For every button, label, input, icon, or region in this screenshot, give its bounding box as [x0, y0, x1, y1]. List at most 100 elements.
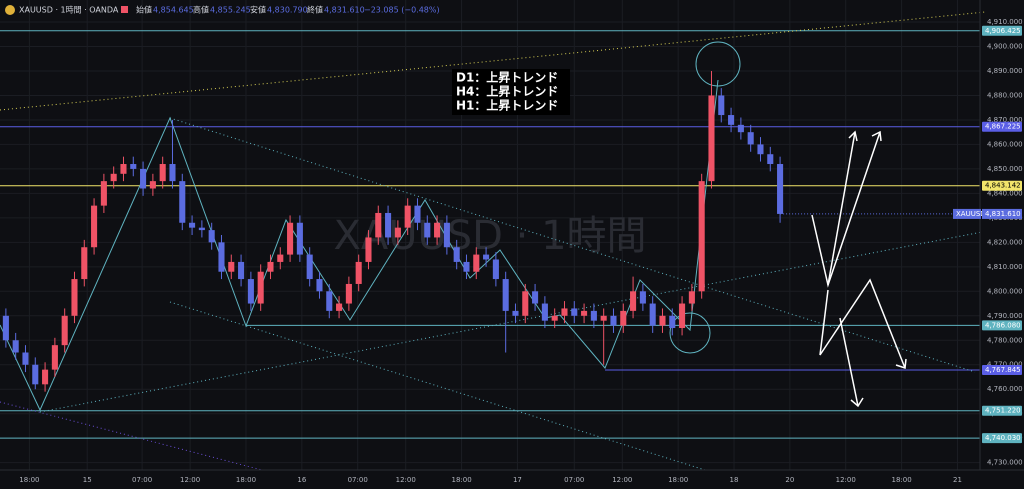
- candle-body: [620, 310, 627, 326]
- candle-body: [600, 315, 607, 321]
- candle-body: [688, 291, 695, 304]
- candle-body: [149, 181, 156, 189]
- y-tick-label: 4,760.000: [987, 385, 1023, 393]
- candle-body: [502, 279, 509, 311]
- symbol-icon: [5, 5, 15, 15]
- candle-body: [541, 303, 548, 321]
- candle-body: [708, 95, 715, 182]
- candle-body: [277, 254, 284, 262]
- highlight-circle: [695, 41, 741, 87]
- stat-label: 終値: [307, 5, 323, 15]
- level-label: 4,843.142: [985, 182, 1021, 190]
- trend-line: [169, 117, 976, 373]
- candle-body: [767, 154, 774, 165]
- candle-body: [189, 222, 196, 228]
- stat-value: 4,830.790: [267, 6, 308, 15]
- candle-body: [630, 291, 637, 311]
- candle-body: [747, 132, 754, 145]
- x-tick-label: 18:00: [19, 476, 39, 484]
- candle-body: [649, 303, 656, 326]
- annotation: H1：上昇トレンド: [456, 98, 558, 113]
- forecast-arrows: [811, 130, 907, 408]
- candle-body: [326, 291, 333, 311]
- stat-label: 高値: [193, 5, 209, 15]
- current-price-label-bg: [982, 208, 1022, 219]
- x-tick-label: 12:00: [612, 476, 632, 484]
- candle-body: [404, 205, 411, 228]
- x-tick-label: 18:00: [892, 476, 912, 484]
- x-tick-label: 17: [513, 476, 522, 484]
- candle-body: [492, 259, 499, 280]
- x-tick-label: 07:00: [348, 476, 368, 484]
- candle-body: [179, 181, 186, 223]
- candle-body: [306, 254, 313, 280]
- candle-body: [140, 168, 147, 189]
- level-label-bg: [982, 320, 1022, 331]
- levels: [0, 30, 980, 439]
- candle-body: [728, 115, 735, 125]
- candle-body: [561, 308, 568, 316]
- candle-body: [355, 261, 362, 284]
- stat-value: 4,831.610: [324, 6, 365, 15]
- candle-body: [110, 173, 117, 182]
- candle-body: [81, 247, 88, 280]
- level-label-bg: [982, 365, 1022, 376]
- candle-body: [296, 222, 303, 255]
- y-tick-label: 4,780.000: [987, 336, 1023, 344]
- level-label: 4,740.030: [985, 434, 1021, 442]
- header: XAUUSD · 1時間 · OANDA 始値 4,854.645 高値 4,855.…: [5, 5, 440, 15]
- level-label-bg: [982, 433, 1022, 444]
- level-label-bg: [982, 180, 1022, 191]
- arrow: [827, 131, 856, 286]
- highlight-circle: [669, 312, 711, 354]
- candle-body: [571, 308, 578, 316]
- level-label-bg: [982, 121, 1022, 132]
- candle-body: [169, 164, 176, 182]
- axes: 4,730.0004,740.0004,750.0004,760.0004,77…: [19, 18, 1022, 484]
- trend-line: [169, 301, 706, 471]
- y-tick-label: 4,870.000: [987, 116, 1023, 124]
- candle-body: [532, 291, 539, 304]
- candle-body: [669, 315, 676, 329]
- candle-body: [100, 181, 107, 206]
- candle-body: [394, 227, 401, 238]
- candle-body: [590, 310, 597, 321]
- stat-label: 始値: [136, 5, 152, 15]
- arrow-head: [848, 130, 858, 142]
- candle-body: [424, 222, 431, 238]
- candle-body: [91, 205, 98, 248]
- grid: [0, 0, 980, 470]
- level-label-bg: [982, 405, 1022, 416]
- x-tick-label: 21: [953, 476, 962, 484]
- candle-body: [659, 315, 666, 326]
- candle-body: [443, 222, 450, 248]
- level-label: 4,906.425: [985, 27, 1021, 35]
- candle-body: [639, 291, 646, 304]
- y-tick-label: 4,790.000: [987, 312, 1023, 320]
- stat-label: 安値: [250, 5, 266, 15]
- x-tick-label: 12:00: [836, 476, 856, 484]
- candle-body: [61, 315, 68, 346]
- x-tick-label: 07:00: [564, 476, 584, 484]
- candle-body: [375, 212, 382, 238]
- candle-body: [130, 164, 137, 169]
- y-tick-label: 4,860.000: [987, 140, 1023, 148]
- drawings: [0, 11, 986, 471]
- candle-body: [777, 164, 784, 214]
- level-label: 4,751.220: [985, 407, 1021, 415]
- candle-body: [757, 144, 764, 155]
- candle-body: [453, 247, 460, 262]
- candle-body: [120, 164, 127, 174]
- candle-body: [698, 181, 705, 292]
- candle-body: [551, 315, 558, 321]
- y-tick-label: 4,910.000: [987, 18, 1023, 26]
- candle-body: [208, 230, 215, 243]
- candle-body: [71, 279, 78, 316]
- y-tick-label: 4,800.000: [987, 287, 1023, 295]
- candle-body: [336, 303, 343, 311]
- y-tick-label: 4,820.000: [987, 238, 1023, 246]
- candle-body: [522, 291, 529, 316]
- stat-change: −23.085 (−0.48%): [364, 6, 440, 15]
- current-price-tag-bg: [953, 208, 981, 219]
- y-tick-label: 4,900.000: [987, 43, 1023, 51]
